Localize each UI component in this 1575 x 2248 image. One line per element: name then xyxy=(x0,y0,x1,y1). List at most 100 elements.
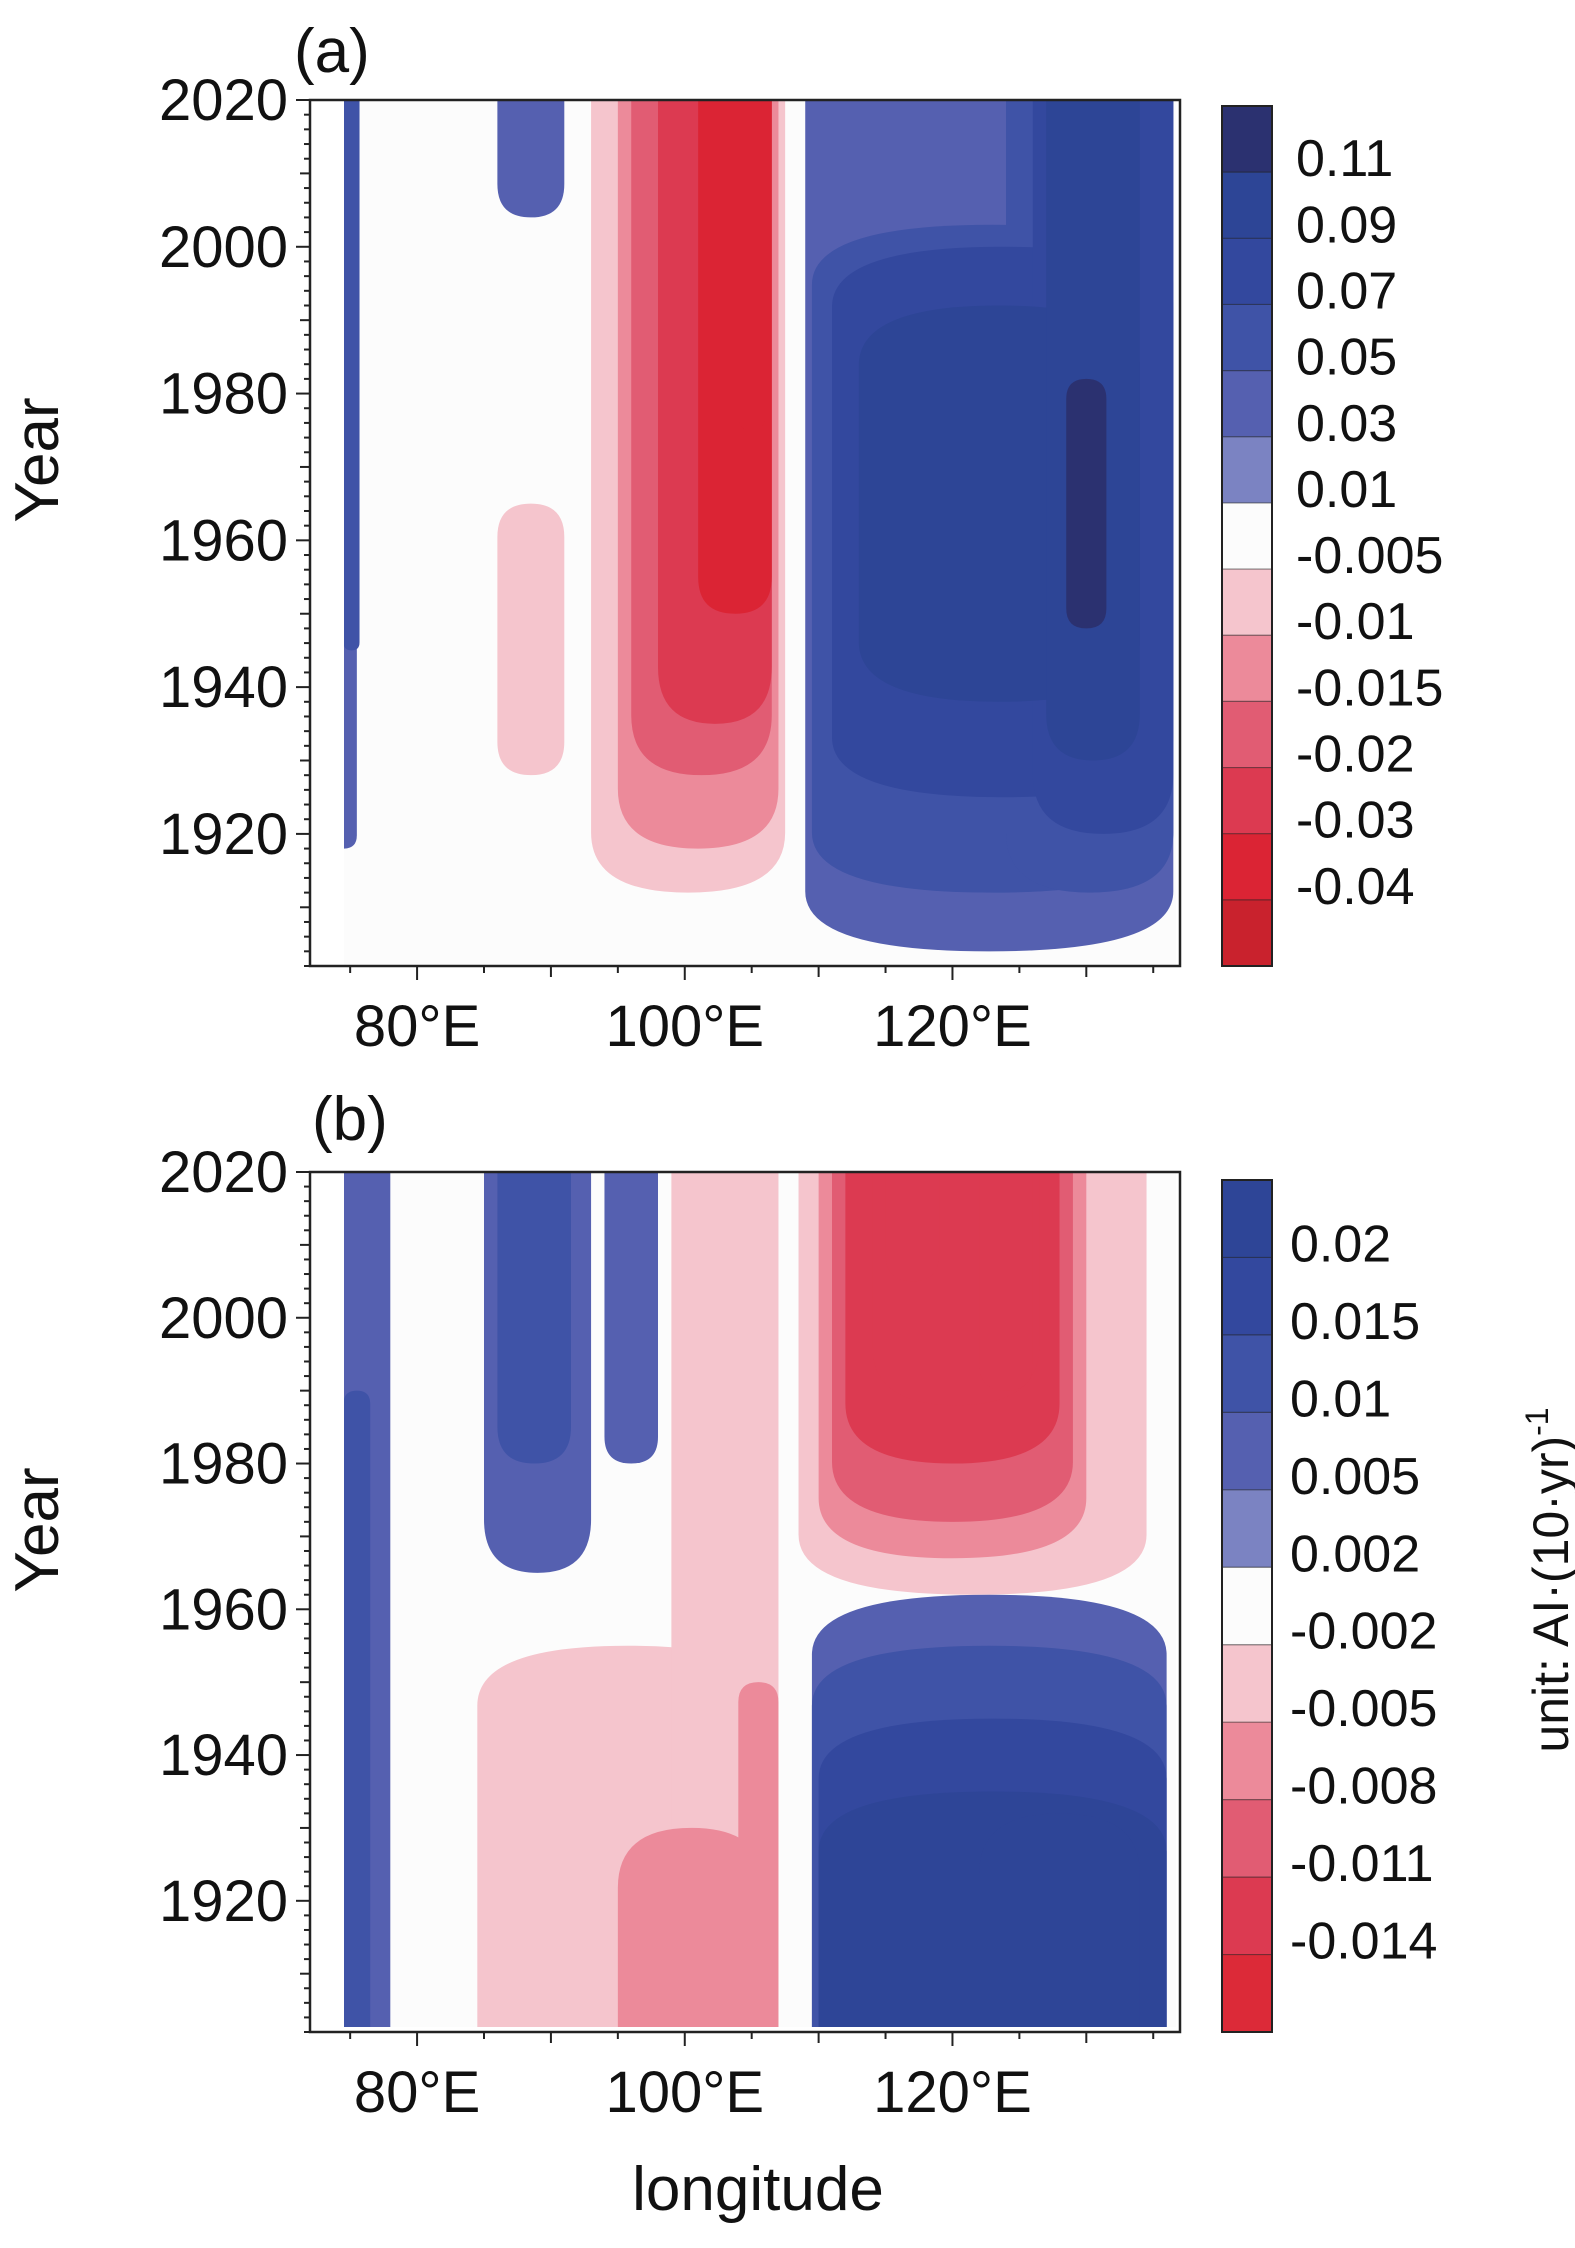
colorbar-label: 0.11 xyxy=(1296,130,1393,188)
colorbar-label: 0.09 xyxy=(1296,196,1397,254)
colorbar-swatch xyxy=(1222,436,1272,504)
colorbar-swatch xyxy=(1222,1877,1272,1956)
panel-b-x-axis: 80°E 100°E 120°E xyxy=(349,2032,1155,2125)
x-tick-label: 80°E xyxy=(354,2060,480,2125)
colorbar-label: -0.02 xyxy=(1296,726,1415,784)
colorbar-label: 0.03 xyxy=(1296,395,1397,453)
panel-a: (a) Year 1920 1940 1960 1980 2000 2020 80°E 10… xyxy=(3,17,1443,1059)
y-tick-label: 1940 xyxy=(159,1723,288,1788)
y-tick-label: 2020 xyxy=(159,68,288,133)
panel-b-frame xyxy=(308,1170,1182,2034)
colorbar-frame xyxy=(1221,105,1273,967)
colorbar-label: -0.011 xyxy=(1290,1835,1434,1893)
colorbar-label: 0.002 xyxy=(1290,1525,1420,1583)
panel-b: (b) Year 1920 1940 1960 1980 2000 2020 80°E 10… xyxy=(3,1085,1575,2224)
colorbar-swatch xyxy=(1222,304,1272,372)
colorbar-unit-exponent: -1 xyxy=(1519,1407,1555,1435)
colorbar-label: -0.015 xyxy=(1296,659,1443,717)
y-tick-label: 2000 xyxy=(159,1286,288,1351)
x-tick-label: 120°E xyxy=(873,994,1032,1059)
colorbar-label: 0.01 xyxy=(1296,461,1397,519)
colorbar-label: -0.014 xyxy=(1290,1913,1437,1971)
panel-b-colorbar: 0.02 0.015 0.01 0.005 0.002 -0.002 -0.005 -0.00… xyxy=(1221,1179,1437,2033)
colorbar-swatch xyxy=(1222,701,1272,769)
y-tick-label: 1940 xyxy=(159,655,288,720)
contour-band xyxy=(497,503,565,776)
colorbar-frame xyxy=(1221,1179,1273,2033)
colorbar-label: -0.002 xyxy=(1290,1603,1437,1661)
contour-band xyxy=(617,1827,766,2027)
contour-band xyxy=(738,1682,779,2027)
contour-band xyxy=(979,1172,1033,1391)
colorbar-swatch xyxy=(1222,767,1272,835)
colorbar-label: 0.07 xyxy=(1296,262,1397,320)
y-tick-label: 1980 xyxy=(159,1432,288,1497)
x-tick-label: 120°E xyxy=(873,2060,1032,2125)
colorbar-swatch xyxy=(1222,502,1272,570)
colorbar-swatch xyxy=(1222,106,1272,173)
colorbar-swatch xyxy=(1222,899,1272,967)
contour-band xyxy=(979,1813,1140,2027)
contour-band xyxy=(497,1172,571,1464)
panel-b-ylabel: Year xyxy=(3,1467,72,1592)
colorbar-label: -0.008 xyxy=(1290,1758,1437,1816)
colorbar-swatch xyxy=(1222,238,1272,305)
colorbar-swatch xyxy=(1222,1567,1272,1646)
colorbar-swatch xyxy=(1222,172,1272,239)
x-tick-label: 100°E xyxy=(605,994,764,1059)
colorbar-label: -0.03 xyxy=(1296,792,1415,850)
colorbar-label: -0.005 xyxy=(1296,527,1443,585)
colorbar-swatch xyxy=(1222,1334,1272,1413)
colorbar-swatch xyxy=(1222,1412,1272,1491)
colorbar-swatch xyxy=(1222,370,1272,438)
panel-a-y-axis: 1920 1940 1960 1980 2000 2020 xyxy=(159,68,310,967)
panel-a-x-axis: 80°E 100°E 120°E xyxy=(349,966,1155,1059)
panel-b-contours xyxy=(344,1172,1176,2027)
contour-band xyxy=(344,1390,371,2027)
contour-band xyxy=(604,1172,658,1464)
colorbar-swatch xyxy=(1222,1954,1272,2033)
y-tick-label: 1960 xyxy=(159,508,288,573)
colorbar-swatch xyxy=(1222,1489,1272,1568)
colorbar-label: 0.01 xyxy=(1290,1370,1391,1428)
y-tick-label: 2000 xyxy=(159,215,288,280)
contour-band xyxy=(1066,378,1107,629)
colorbar-swatch xyxy=(1222,635,1272,702)
panel-b-y-axis: 1920 1940 1960 1980 2000 2020 xyxy=(159,1140,310,2033)
colorbar-label: 0.005 xyxy=(1290,1448,1420,1506)
panel-b-xlabel: longitude xyxy=(632,2155,884,2224)
colorbar-swatch xyxy=(1222,833,1272,901)
colorbar-swatch xyxy=(1222,1180,1272,1258)
y-tick-label: 1920 xyxy=(159,1869,288,1934)
colorbar-swatch xyxy=(1222,1644,1272,1723)
x-tick-label: 80°E xyxy=(354,994,480,1059)
panel-a-ylabel: Year xyxy=(3,397,72,522)
panel-a-label: (a) xyxy=(294,17,370,86)
colorbar-label: -0.005 xyxy=(1290,1680,1437,1738)
colorbar-unit-label: unit: AI·(10·yr)-1 xyxy=(1519,1407,1575,1752)
y-tick-label: 1960 xyxy=(159,1577,288,1642)
colorbar-swatch xyxy=(1222,1799,1272,1878)
panel-a-colorbar: 0.11 0.09 0.07 0.05 0.03 0.01 -0.005 -0.01 -0.01… xyxy=(1221,105,1443,967)
contour-band xyxy=(738,100,766,431)
colorbar-label: 0.015 xyxy=(1290,1293,1420,1351)
colorbar-label: -0.04 xyxy=(1296,858,1415,916)
y-tick-label: 2020 xyxy=(159,1140,288,1205)
panel-a-contours xyxy=(344,100,1176,966)
y-tick-label: 1980 xyxy=(159,362,288,427)
colorbar-label: 0.02 xyxy=(1290,1215,1391,1273)
colorbar-unit-text: unit: AI·(10·yr) xyxy=(1523,1436,1575,1753)
colorbar-swatch xyxy=(1222,569,1272,636)
contour-band xyxy=(497,100,565,218)
panel-a-frame xyxy=(308,98,1182,968)
colorbar-label: 0.05 xyxy=(1296,329,1397,387)
y-tick-label: 1920 xyxy=(159,802,288,867)
contour-band xyxy=(885,1172,940,1282)
panel-b-label: (b) xyxy=(312,1085,388,1154)
colorbar-swatch xyxy=(1222,1722,1272,1801)
x-tick-label: 100°E xyxy=(605,2060,764,2125)
colorbar-label: -0.01 xyxy=(1296,593,1415,651)
colorbar-swatch xyxy=(1222,1257,1272,1336)
contour-band xyxy=(344,100,360,651)
